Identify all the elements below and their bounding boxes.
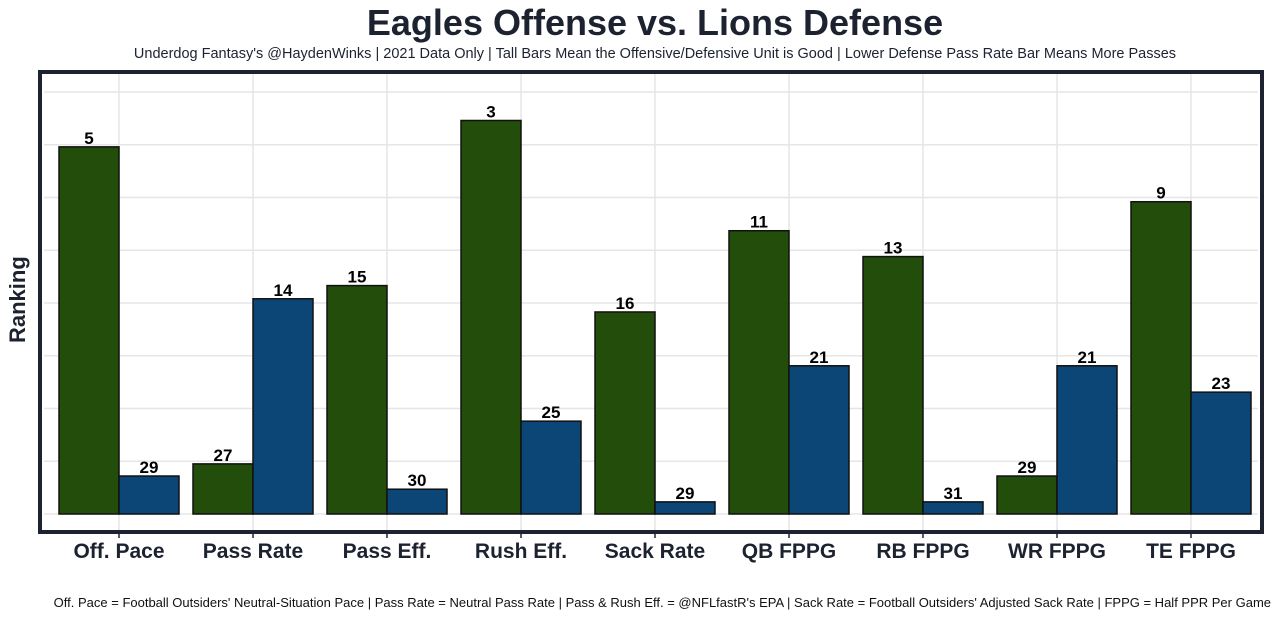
bar-offense-rush-eff bbox=[460, 119, 522, 515]
bar-defense-pass-eff bbox=[386, 488, 448, 515]
bar-offense-rb-fppg bbox=[862, 255, 924, 515]
data-label: 16 bbox=[616, 294, 635, 313]
data-labels: 5 27 15 3 16 11 13 29 9 29 14 30 25 29 21 31 21 23 bbox=[84, 102, 1230, 502]
x-tick-label: RB FPPG bbox=[876, 540, 969, 563]
bar-defense-off-pace bbox=[118, 475, 180, 515]
bars bbox=[58, 119, 1252, 515]
x-tick-label: Pass Rate bbox=[203, 540, 303, 563]
data-label: 15 bbox=[348, 268, 367, 287]
data-label: 30 bbox=[408, 471, 427, 490]
data-label: 29 bbox=[676, 484, 695, 503]
data-label: 27 bbox=[214, 446, 233, 465]
chart-caption: Off. Pace = Football Outsiders' Neutral-… bbox=[53, 595, 1271, 610]
data-label: 21 bbox=[810, 348, 829, 367]
x-tick-label: Off. Pace bbox=[73, 540, 164, 563]
data-label: 23 bbox=[1212, 374, 1231, 393]
bar-defense-qb-fppg bbox=[788, 365, 850, 515]
bar-defense-rush-eff bbox=[520, 420, 582, 515]
bar-offense-qb-fppg bbox=[728, 229, 790, 515]
data-label: 29 bbox=[1018, 458, 1037, 477]
data-label: 5 bbox=[84, 129, 93, 148]
x-tick-label: WR FPPG bbox=[1008, 540, 1106, 563]
data-label: 9 bbox=[1156, 184, 1165, 203]
chart-subtitle: Underdog Fantasy's @HaydenWinks | 2021 D… bbox=[133, 46, 1177, 62]
bar-defense-te-fppg bbox=[1190, 391, 1252, 515]
bar-offense-wr-fppg bbox=[996, 475, 1058, 515]
data-label: 25 bbox=[542, 403, 561, 422]
bar-offense-off-pace bbox=[58, 146, 120, 515]
data-label: 13 bbox=[884, 239, 903, 258]
x-tick-label: QB FPPG bbox=[742, 540, 837, 563]
bar-offense-sack-rate bbox=[594, 311, 656, 515]
bar-defense-sack-rate bbox=[654, 501, 716, 515]
x-tick-label: TE FPPG bbox=[1146, 540, 1236, 563]
bar-offense-pass-rate bbox=[192, 463, 254, 515]
bar-defense-pass-rate bbox=[252, 298, 314, 515]
data-label: 3 bbox=[486, 102, 495, 121]
chart-title: Eagles Offense vs. Lions Defense bbox=[366, 2, 944, 43]
x-tick-label: Pass Eff. bbox=[343, 540, 432, 563]
x-tick-label: Rush Eff. bbox=[475, 540, 567, 563]
data-label: 21 bbox=[1078, 348, 1097, 367]
data-label: 14 bbox=[274, 281, 293, 300]
bar-defense-wr-fppg bbox=[1056, 365, 1118, 515]
data-label: 11 bbox=[750, 213, 768, 232]
data-label: 31 bbox=[944, 484, 963, 503]
data-label: 29 bbox=[140, 458, 159, 477]
bar-offense-te-fppg bbox=[1130, 200, 1192, 515]
x-axis-ticks: Off. Pace Pass Rate Pass Eff. Rush Eff. Sack… bbox=[73, 532, 1236, 563]
bar-defense-rb-fppg bbox=[922, 501, 984, 515]
x-tick-label: Sack Rate bbox=[605, 540, 705, 563]
bar-offense-pass-eff bbox=[326, 284, 388, 515]
